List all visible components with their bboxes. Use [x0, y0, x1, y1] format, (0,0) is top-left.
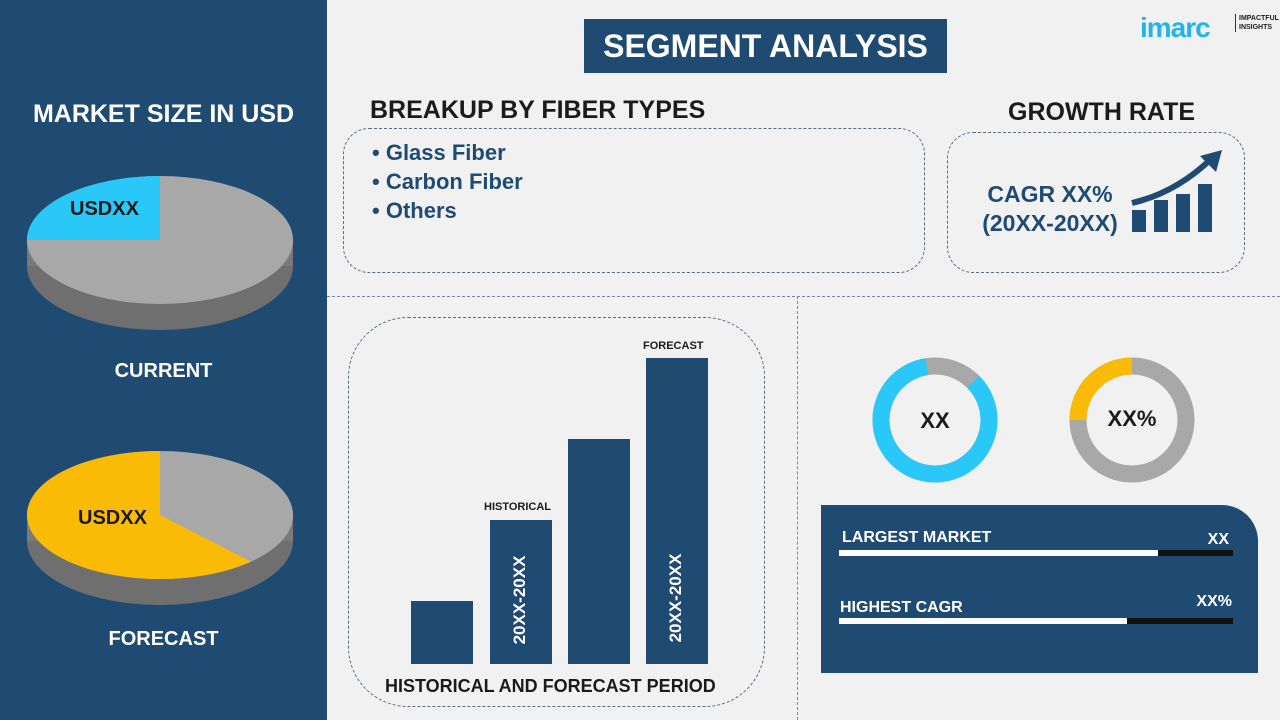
imarc-logo: imarc IMPACTFUL INSIGHTS — [1140, 12, 1279, 43]
bar-chart-caption: HISTORICAL AND FORECAST PERIOD — [385, 676, 716, 696]
fiber-item: • Others — [372, 198, 457, 223]
breakup-box — [343, 128, 925, 273]
donut-2-value: XX% — [1107, 406, 1157, 431]
kpi-value: XX% — [1196, 593, 1232, 610]
forecast-pie — [26, 451, 293, 605]
page-title: SEGMENT ANALYSIS — [584, 19, 947, 73]
pie-slice-highlight — [27, 176, 160, 240]
kpi-panel: LARGEST MARKET XX HIGHEST CAGR XX% — [821, 505, 1258, 673]
historical-period: 20XX-20XX — [510, 555, 529, 645]
forecast-bar-label: FORECAST — [643, 340, 704, 352]
growth-title: GROWTH RATE — [1008, 98, 1196, 126]
kpi-label: LARGEST MARKET — [842, 529, 992, 546]
donut-1 — [872, 357, 998, 483]
breakup-title: BREAKUP BY FIBER TYPES — [370, 96, 706, 124]
fiber-item: • Carbon Fiber — [372, 169, 523, 194]
bar-1 — [411, 601, 473, 664]
divider — [327, 296, 1280, 297]
donut-fill — [1069, 357, 1195, 483]
growth-chart-icon — [1131, 150, 1222, 232]
cagr-value: CAGR XX% — [987, 181, 1113, 207]
bar-2 — [490, 520, 552, 664]
cagr-text: CAGR XX% (20XX-20XX) — [970, 180, 1130, 238]
market-size-title: MARKET SIZE IN USD — [32, 100, 295, 128]
bar-chart-box — [348, 317, 765, 707]
donut-1-value: XX — [920, 408, 950, 433]
kpi-bar — [839, 618, 1233, 624]
kpi-label: HIGHEST CAGR — [840, 599, 963, 616]
bar-3 — [568, 439, 630, 664]
kpi-value: XX — [1207, 531, 1229, 548]
forecast-period: 20XX-20XX — [666, 553, 685, 643]
donut-2 — [1069, 357, 1195, 483]
fiber-list: • Glass Fiber • Carbon Fiber • Others — [372, 138, 523, 225]
forecast-label: FORECAST — [108, 628, 219, 650]
cagr-period: (20XX-20XX) — [982, 210, 1118, 236]
bar-4 — [646, 358, 708, 664]
fiber-item: • Glass Fiber — [372, 140, 506, 165]
current-label: CURRENT — [114, 360, 213, 382]
pie-slice-highlight — [26, 451, 252, 579]
bar-chart — [411, 358, 708, 664]
current-pie — [27, 176, 293, 330]
growth-box — [947, 132, 1245, 273]
current-value: USDXX — [70, 198, 139, 220]
forecast-value: USDXX — [78, 507, 147, 529]
donut-fill — [872, 357, 998, 483]
historical-label: HISTORICAL — [484, 501, 552, 513]
kpi-bar — [839, 550, 1233, 556]
divider — [797, 296, 798, 720]
